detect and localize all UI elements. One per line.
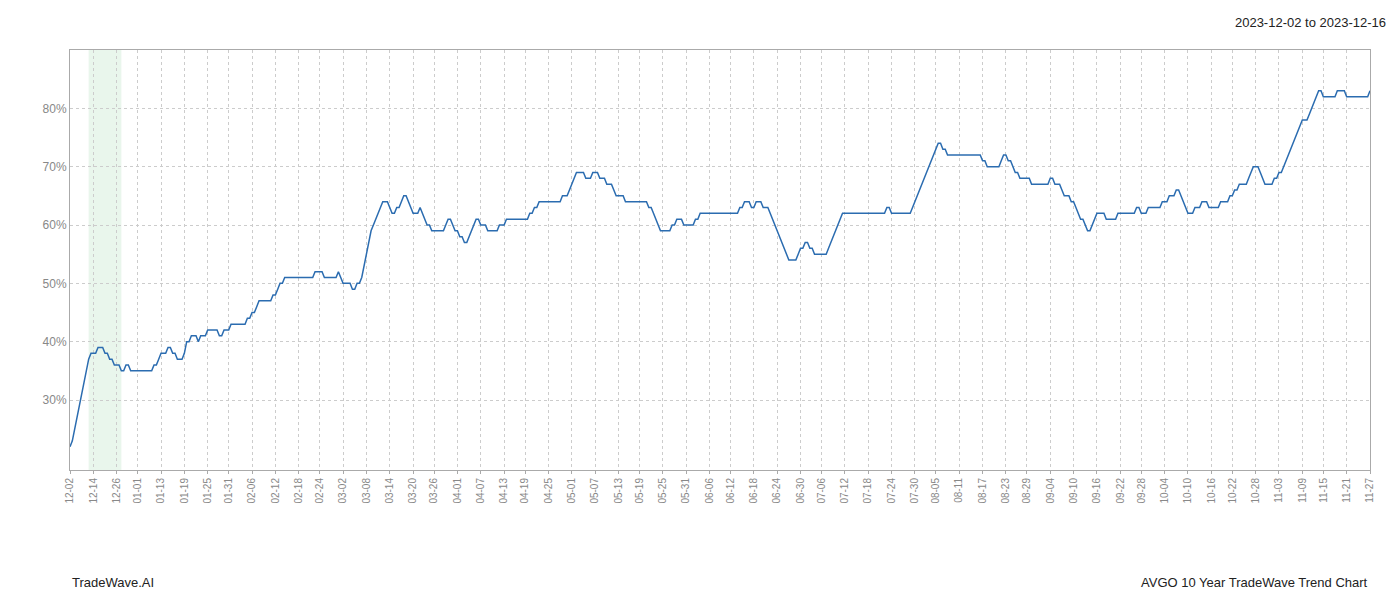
svg-text:01-01: 01-01 xyxy=(132,478,143,504)
svg-text:07-12: 07-12 xyxy=(839,478,850,504)
svg-text:2023-12-02 to 2023-12-16: 2023-12-02 to 2023-12-16 xyxy=(1235,15,1386,30)
svg-text:11-09: 11-09 xyxy=(1297,478,1308,503)
svg-text:01-31: 01-31 xyxy=(223,478,234,504)
svg-text:03-02: 03-02 xyxy=(337,478,348,504)
svg-text:08-11: 08-11 xyxy=(953,478,964,503)
svg-text:10-10: 10-10 xyxy=(1182,478,1193,504)
svg-text:10-04: 10-04 xyxy=(1159,478,1170,504)
svg-text:11-27: 11-27 xyxy=(1364,478,1375,503)
svg-text:04-07: 04-07 xyxy=(475,478,486,504)
svg-text:07-06: 07-06 xyxy=(816,478,827,504)
svg-text:11-03: 11-03 xyxy=(1273,478,1284,503)
svg-text:03-14: 03-14 xyxy=(384,478,395,504)
svg-text:09-22: 09-22 xyxy=(1115,478,1126,504)
svg-text:06-30: 06-30 xyxy=(795,478,806,504)
svg-text:09-16: 09-16 xyxy=(1091,478,1102,504)
svg-text:03-26: 03-26 xyxy=(428,478,439,504)
svg-text:07-18: 07-18 xyxy=(862,478,873,504)
svg-text:40%: 40% xyxy=(43,335,67,349)
svg-text:50%: 50% xyxy=(43,277,67,291)
svg-text:06-24: 06-24 xyxy=(771,478,782,504)
svg-text:05-31: 05-31 xyxy=(680,478,691,504)
svg-text:02-12: 02-12 xyxy=(270,478,281,504)
svg-text:60%: 60% xyxy=(43,218,67,232)
svg-text:10-16: 10-16 xyxy=(1206,478,1217,504)
svg-text:09-28: 09-28 xyxy=(1136,478,1147,504)
svg-text:04-01: 04-01 xyxy=(452,478,463,504)
svg-text:08-23: 08-23 xyxy=(1000,478,1011,504)
svg-text:09-10: 09-10 xyxy=(1068,478,1079,504)
svg-text:TradeWave.AI: TradeWave.AI xyxy=(72,575,154,590)
svg-text:02-24: 02-24 xyxy=(314,478,325,504)
svg-text:05-01: 05-01 xyxy=(566,478,577,504)
svg-text:03-20: 03-20 xyxy=(407,478,418,504)
svg-text:11-21: 11-21 xyxy=(1341,478,1352,503)
svg-text:12-02: 12-02 xyxy=(64,478,75,504)
svg-text:10-22: 10-22 xyxy=(1227,478,1238,504)
svg-text:06-18: 06-18 xyxy=(748,478,759,504)
svg-text:05-19: 05-19 xyxy=(634,478,645,504)
svg-text:01-13: 01-13 xyxy=(155,478,166,504)
svg-text:08-05: 08-05 xyxy=(930,478,941,504)
svg-text:08-29: 08-29 xyxy=(1021,478,1032,504)
svg-text:05-25: 05-25 xyxy=(657,478,668,504)
svg-text:01-25: 01-25 xyxy=(202,478,213,504)
svg-text:05-13: 05-13 xyxy=(613,478,624,504)
svg-text:09-04: 09-04 xyxy=(1045,478,1056,504)
svg-text:02-18: 02-18 xyxy=(293,478,304,504)
svg-text:03-08: 03-08 xyxy=(361,478,372,504)
svg-text:06-12: 06-12 xyxy=(725,478,736,504)
svg-text:11-15: 11-15 xyxy=(1318,478,1329,503)
svg-text:07-24: 07-24 xyxy=(886,478,897,504)
svg-text:80%: 80% xyxy=(43,102,67,116)
svg-text:10-28: 10-28 xyxy=(1250,478,1261,504)
svg-text:04-25: 04-25 xyxy=(543,478,554,504)
svg-text:02-06: 02-06 xyxy=(246,478,257,504)
svg-text:12-26: 12-26 xyxy=(111,478,122,504)
svg-text:AVGO 10 Year TradeWave Trend C: AVGO 10 Year TradeWave Trend Chart xyxy=(1141,575,1368,590)
svg-text:04-13: 04-13 xyxy=(498,478,509,504)
svg-text:30%: 30% xyxy=(43,393,67,407)
svg-text:12-14: 12-14 xyxy=(88,478,99,504)
svg-text:70%: 70% xyxy=(43,160,67,174)
svg-text:06-06: 06-06 xyxy=(704,478,715,504)
svg-text:01-19: 01-19 xyxy=(179,478,190,504)
svg-text:07-30: 07-30 xyxy=(909,478,920,504)
svg-text:04-19: 04-19 xyxy=(519,478,530,504)
svg-text:05-07: 05-07 xyxy=(589,478,600,504)
svg-text:08-17: 08-17 xyxy=(977,478,988,504)
